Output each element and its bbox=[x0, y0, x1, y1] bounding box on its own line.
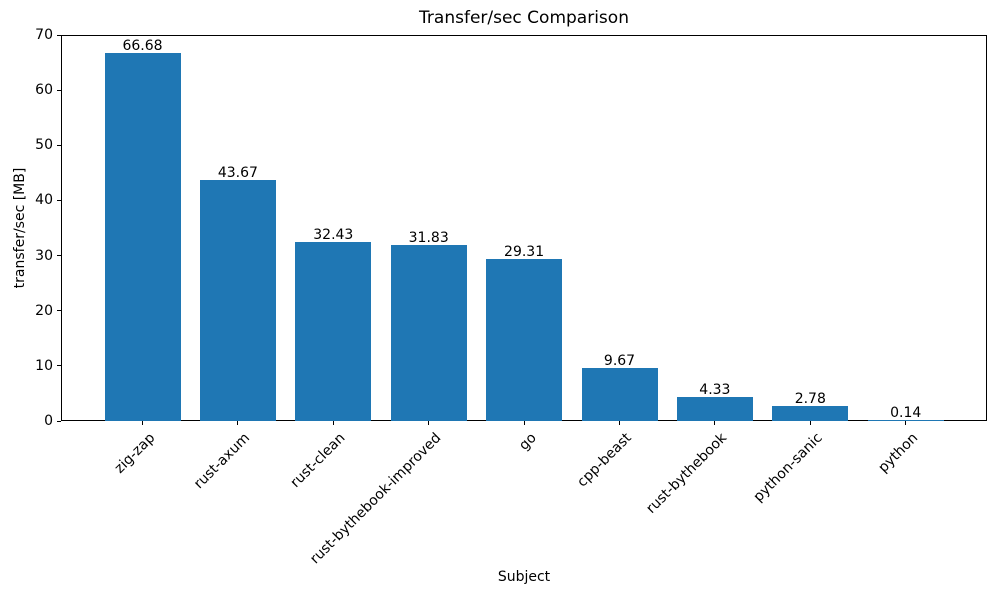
y-tick bbox=[57, 365, 61, 367]
bar-rust-clean bbox=[295, 242, 372, 421]
y-tick bbox=[57, 199, 61, 201]
x-tick bbox=[809, 421, 811, 425]
bar-value-label: 0.14 bbox=[890, 405, 922, 422]
x-tick bbox=[714, 421, 716, 425]
y-tick bbox=[57, 310, 61, 312]
bar-value-label: 9.67 bbox=[603, 352, 636, 369]
y-tick-label: 10 bbox=[35, 357, 53, 374]
x-tick-label-text: python-sanic bbox=[750, 430, 826, 506]
bar-rust-axum bbox=[199, 180, 276, 421]
y-axis-label: transfer/sec [MB] bbox=[12, 167, 28, 289]
bar-value-label: 32.43 bbox=[313, 227, 354, 244]
x-tick bbox=[142, 421, 143, 425]
bar-go bbox=[486, 259, 563, 421]
y-tick-label: 20 bbox=[35, 302, 53, 319]
x-tick-label-text: zig-zap bbox=[111, 430, 158, 477]
y-tick-label: 0 bbox=[44, 413, 53, 429]
bar-rust-bythebook-improved bbox=[390, 245, 467, 421]
bar-value-label: 66.68 bbox=[122, 38, 163, 55]
bar-value-label: 31.83 bbox=[408, 230, 449, 247]
y-tick-label: 50 bbox=[35, 137, 53, 154]
x-tick bbox=[619, 421, 620, 425]
y-tick bbox=[57, 255, 61, 257]
x-tick-label-text: cpp-beast bbox=[574, 430, 635, 491]
x-tick-label-text: rust-axum bbox=[191, 430, 254, 493]
y-tick-label: 40 bbox=[35, 192, 53, 209]
y-tick bbox=[57, 34, 61, 36]
x-tick bbox=[237, 421, 239, 425]
x-tick bbox=[332, 421, 334, 425]
y-tick-label: 60 bbox=[35, 82, 53, 99]
x-tick-label-text: rust-clean bbox=[287, 430, 349, 491]
x-tick-label-text: go bbox=[515, 430, 540, 454]
bar-value-label: 2.78 bbox=[794, 390, 826, 407]
bar-python bbox=[867, 420, 944, 422]
x-tick bbox=[905, 421, 907, 425]
chart-title: Transfer/sec Comparison bbox=[419, 8, 629, 28]
y-tick-label: 70 bbox=[35, 27, 53, 43]
x-tick bbox=[523, 421, 525, 425]
y-tick-label: 30 bbox=[35, 247, 53, 264]
bar-value-label: 29.31 bbox=[504, 244, 545, 261]
x-tick bbox=[428, 421, 430, 425]
x-axis-label: Subject bbox=[497, 569, 551, 585]
bar-python-sanic bbox=[772, 405, 849, 421]
bar-value-label: 4.33 bbox=[699, 382, 731, 399]
x-tick-label-text: python bbox=[875, 430, 922, 476]
y-tick bbox=[57, 89, 61, 91]
bar-rust-bythebook bbox=[676, 397, 753, 421]
bar-value-label: 43.67 bbox=[217, 165, 258, 182]
y-tick bbox=[57, 144, 61, 146]
bar-cpp-beast bbox=[581, 367, 658, 421]
x-tick-label-text: rust-bythebook bbox=[643, 430, 731, 517]
y-tick bbox=[57, 420, 61, 422]
bar-zig-zap bbox=[104, 53, 181, 421]
